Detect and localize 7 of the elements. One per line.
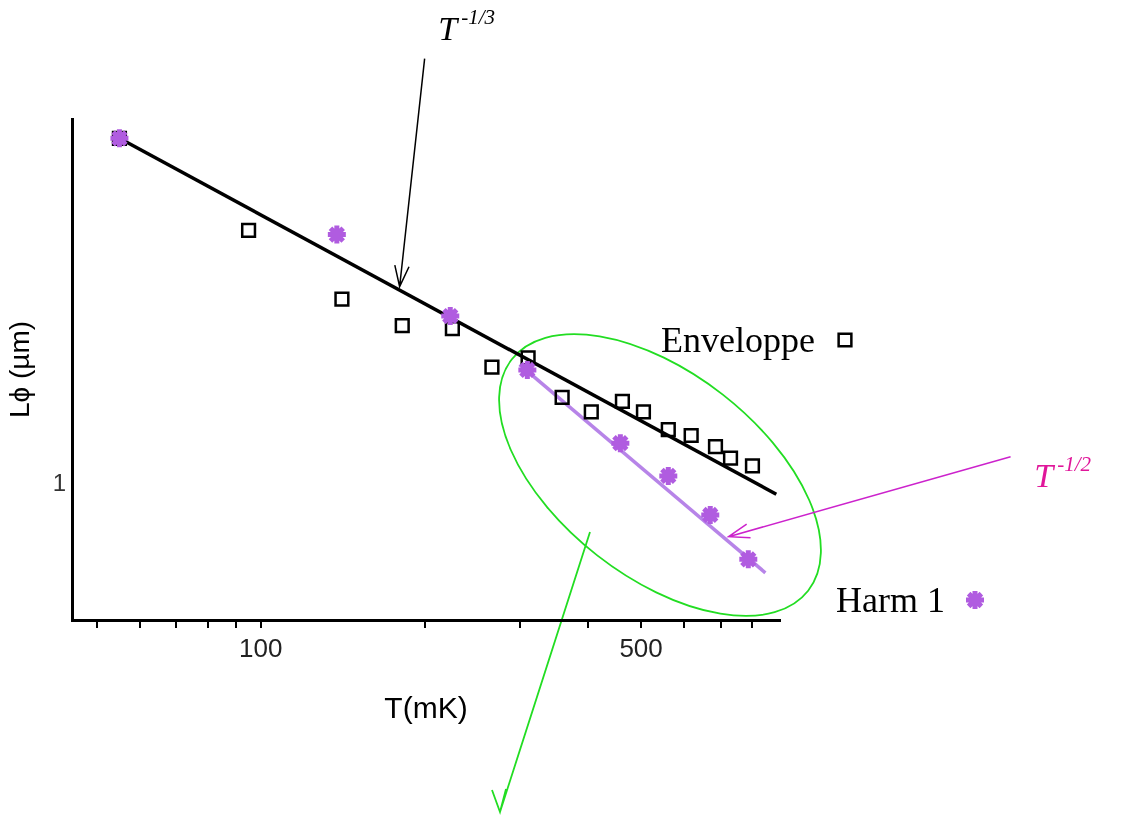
legend-label: Harm 1 bbox=[836, 580, 945, 620]
x-tick-label: 500 bbox=[619, 632, 663, 663]
text: 1 bbox=[52, 469, 66, 497]
legend-label: Enveloppe bbox=[661, 320, 815, 360]
x-axis-title: T(mK) bbox=[384, 691, 468, 725]
y-axis-title: Lϕ (µm) bbox=[3, 320, 35, 419]
x-tick-label: 100 bbox=[239, 632, 283, 663]
